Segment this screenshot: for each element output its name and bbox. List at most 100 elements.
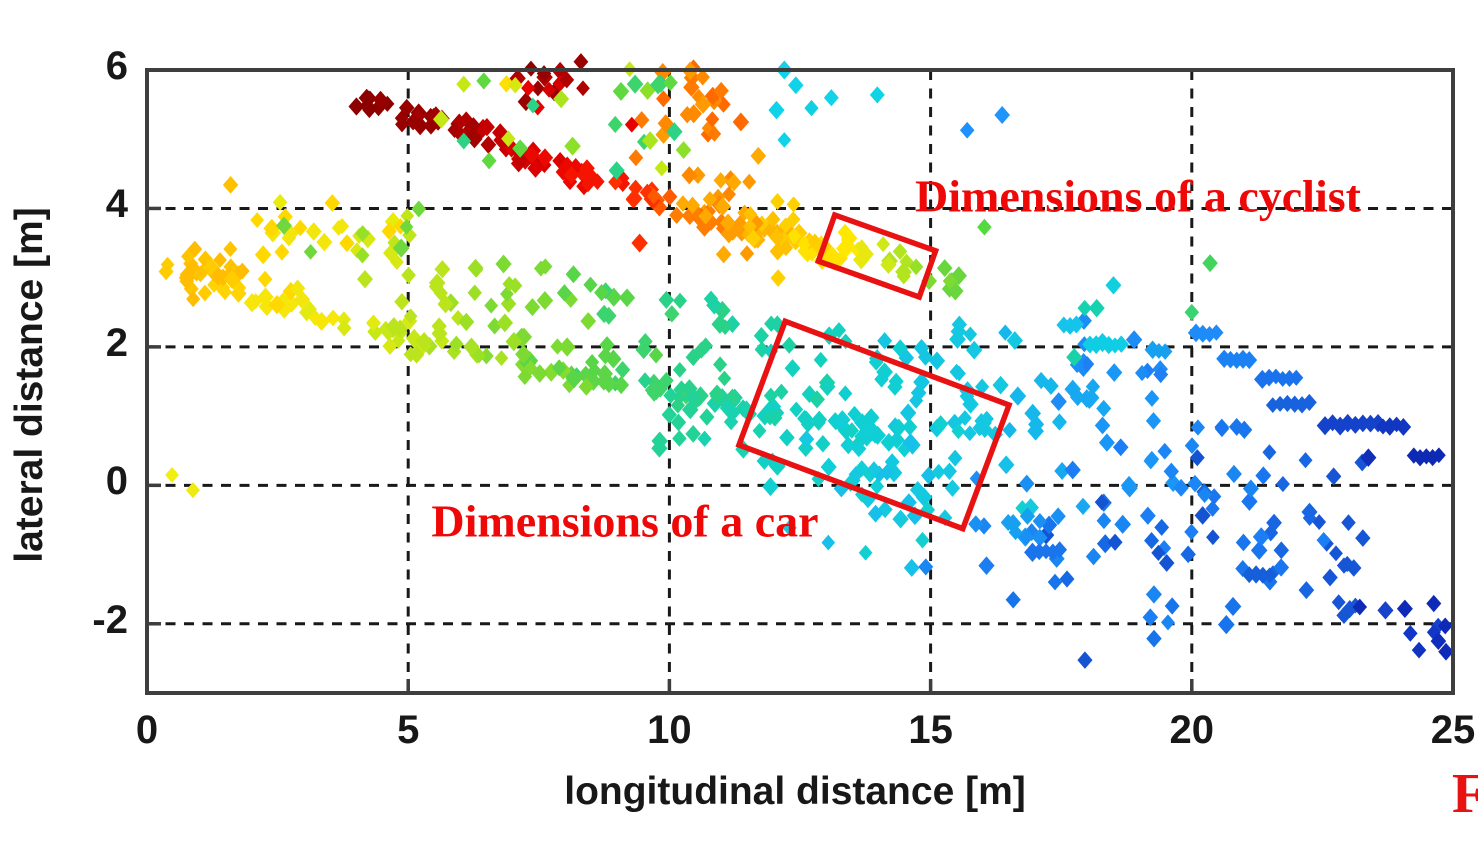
detection-point (847, 405, 862, 423)
detection-point (478, 117, 495, 137)
detection-point (1094, 493, 1109, 511)
detection-point (769, 242, 786, 261)
detection-point (768, 100, 785, 120)
detection-point (833, 250, 848, 267)
detection-point (276, 216, 292, 235)
detection-point (1075, 311, 1092, 330)
detection-point (874, 370, 889, 388)
detection-point (599, 336, 615, 354)
detection-point (1206, 529, 1220, 546)
detection-point (726, 173, 742, 192)
detection-point (681, 166, 698, 185)
detection-point (711, 314, 729, 334)
detection-point (1329, 545, 1343, 562)
detection-point (613, 375, 630, 395)
detection-point (902, 418, 918, 436)
detection-point (494, 350, 509, 366)
detection-point (876, 236, 891, 253)
detection-point (851, 440, 867, 458)
detection-point (1197, 486, 1212, 504)
detection-point (1085, 378, 1101, 395)
detection-point (880, 255, 897, 274)
detection-point (765, 210, 781, 228)
detection-point (381, 222, 397, 240)
detection-point (248, 293, 263, 310)
detection-point (947, 281, 964, 301)
detection-point (899, 403, 917, 423)
detection-point (403, 308, 418, 325)
detection-point (942, 272, 958, 290)
detection-point (1094, 332, 1111, 353)
detection-point (672, 362, 687, 378)
detection-point (880, 432, 898, 452)
detection-point (334, 218, 350, 235)
detection-point (705, 111, 720, 128)
detection-point (556, 284, 572, 302)
detection-point (998, 455, 1015, 475)
detection-point (966, 340, 983, 360)
detection-point (646, 188, 661, 205)
detection-point (618, 288, 636, 308)
detection-point (737, 204, 752, 221)
detection-point (466, 117, 481, 134)
detection-point (646, 384, 662, 402)
detection-point (512, 139, 529, 158)
detection-point (290, 279, 306, 297)
detection-point (1236, 420, 1253, 439)
detection-point (879, 464, 895, 481)
detection-point (197, 261, 212, 279)
detection-point (742, 218, 757, 235)
detection-point (336, 319, 352, 337)
x-tick-label: 0 (135, 708, 159, 752)
detection-point (1143, 452, 1159, 470)
detection-point (179, 266, 194, 283)
detection-point (1000, 513, 1016, 532)
detection-point (1077, 651, 1093, 669)
detection-point (254, 245, 272, 265)
detection-point (277, 208, 293, 226)
detection-point (909, 481, 926, 499)
detection-point (1252, 527, 1270, 547)
detection-point (576, 80, 590, 97)
detection-point (952, 365, 966, 382)
detection-point (663, 387, 678, 404)
detection-point (484, 297, 499, 314)
detection-point (1301, 502, 1318, 522)
detection-point (1018, 474, 1035, 493)
detection-point (703, 290, 719, 308)
detection-point (968, 515, 984, 533)
detection-point (565, 265, 582, 284)
axes-frame (145, 68, 1455, 695)
detection-point (197, 250, 214, 269)
detection-point (1355, 414, 1371, 433)
detection-point (1224, 596, 1242, 617)
detection-point (276, 299, 293, 319)
detection-point (496, 313, 514, 333)
detection-point (551, 359, 567, 377)
detection-point (423, 116, 439, 135)
detection-point (663, 74, 678, 92)
detection-point (681, 400, 699, 420)
detection-point (394, 110, 409, 127)
detection-point (1432, 447, 1446, 464)
detection-point (697, 430, 712, 447)
detection-point (585, 354, 600, 371)
detection-point (670, 397, 686, 414)
car-annotation-label: Dimensions of a car (431, 495, 819, 547)
detection-point (400, 208, 415, 224)
detection-point (931, 463, 946, 480)
detection-point (685, 348, 701, 367)
detection-point (784, 359, 801, 378)
y-tick-label: 4 (105, 182, 128, 227)
detection-point (1040, 515, 1058, 535)
detection-point (863, 422, 878, 439)
detection-point (958, 410, 972, 426)
detection-point (1282, 369, 1297, 388)
detection-point (508, 76, 523, 94)
detection-point (662, 188, 678, 206)
detection-point (1226, 464, 1242, 484)
detection-point (683, 77, 700, 97)
detection-point (1426, 594, 1442, 613)
detection-point (403, 346, 418, 363)
detection-point (1121, 478, 1138, 498)
